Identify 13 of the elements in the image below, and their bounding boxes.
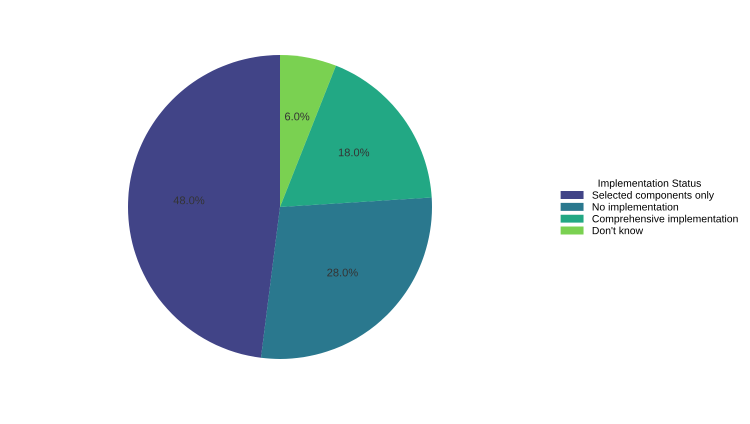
legend-label: Don't know — [592, 226, 644, 234]
pie-slice — [280, 55, 336, 207]
data-label: 48.0% — [173, 196, 204, 204]
data-label: 6.0% — [284, 112, 310, 120]
data-label: 18.0% — [338, 148, 370, 156]
legend-label: Comprehensive implementation — [592, 214, 738, 224]
legend-label: Selected components only — [592, 191, 714, 201]
data-label: 28.0% — [327, 268, 358, 276]
pie-slice — [128, 55, 280, 358]
pie-slice — [280, 66, 432, 207]
pie-slice — [260, 197, 432, 359]
legend-label: No implementation — [592, 202, 678, 213]
legend-title: Implementation Status — [598, 179, 701, 189]
